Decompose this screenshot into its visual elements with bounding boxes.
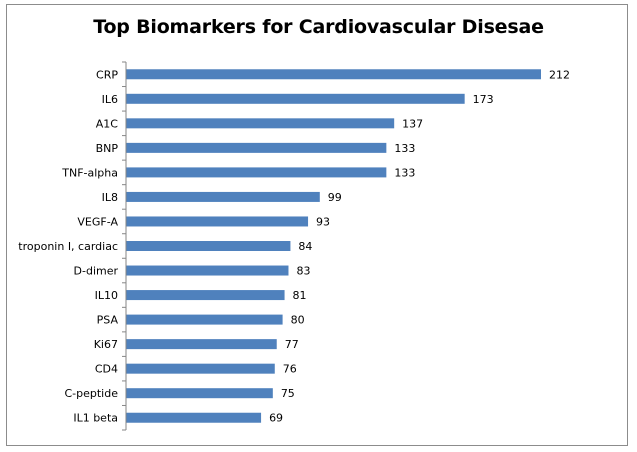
category-label-cd4: CD4 (95, 363, 118, 376)
value-label-il6: 173 (473, 93, 494, 106)
bar-il8 (126, 191, 320, 202)
value-label-d-dimer: 83 (296, 265, 310, 278)
value-label-il10: 81 (293, 289, 307, 302)
value-label-psa: 80 (291, 314, 305, 327)
bar-c-peptide (126, 388, 273, 399)
category-label-il1-beta: IL1 beta (73, 412, 118, 425)
value-label-c-peptide: 75 (281, 387, 295, 400)
value-label-il1-beta: 69 (269, 412, 283, 425)
bar-cd4 (126, 363, 275, 374)
category-label-crp: CRP (96, 68, 118, 81)
value-label-a1c: 137 (402, 117, 423, 130)
bar-vegf-a (126, 216, 309, 227)
bars-group (126, 69, 541, 423)
y-axis-group (122, 61, 127, 431)
category-label-il6: IL6 (102, 93, 118, 106)
value-label-il8: 99 (328, 191, 342, 204)
value-labels-group: 212 173 137 133 133 99 93 84 83 81 80 77 76 75 69 (269, 68, 570, 424)
value-label-troponin-i-cardiac: 84 (298, 240, 312, 253)
bar-bnp (126, 142, 387, 153)
bar-troponin-i-cardiac (126, 241, 291, 251)
bar-tnf-alpha (126, 167, 387, 178)
category-label-ki67: Ki67 (94, 338, 118, 351)
bar-d-dimer (126, 265, 289, 276)
value-label-vegf-a: 93 (316, 215, 330, 228)
category-label-psa: PSA (97, 314, 119, 327)
category-label-vegf-a: VEGF-A (77, 215, 118, 228)
bar-ki67 (126, 339, 277, 350)
category-labels-group: CRP IL6 A1C BNP TNF-alpha IL8 VEGF-A troponin I… (18, 68, 118, 424)
category-label-tnf-alpha: TNF-alpha (61, 166, 118, 179)
bar-a1c (126, 118, 395, 129)
category-label-bnp: BNP (96, 142, 119, 155)
category-label-il8: IL8 (102, 191, 118, 204)
category-label-troponin-i-cardiac: troponin I, cardiac (18, 240, 118, 253)
category-label-a1c: A1C (96, 117, 119, 130)
bar-il10 (126, 290, 285, 301)
value-label-crp: 212 (549, 68, 570, 81)
bar-crp (126, 69, 541, 80)
bar-il6 (126, 93, 465, 104)
value-label-tnf-alpha: 133 (394, 166, 415, 179)
bar-psa (126, 314, 283, 325)
value-label-cd4: 76 (283, 363, 297, 376)
category-label-il10: IL10 (95, 289, 118, 302)
value-label-bnp: 133 (394, 142, 415, 155)
chart-title: Top Biomarkers for Cardiovascular Disesa… (93, 16, 544, 38)
category-label-c-peptide: C-peptide (64, 387, 118, 400)
category-label-d-dimer: D-dimer (74, 265, 119, 278)
bar-il1-beta (126, 412, 262, 423)
value-label-ki67: 77 (285, 338, 299, 351)
